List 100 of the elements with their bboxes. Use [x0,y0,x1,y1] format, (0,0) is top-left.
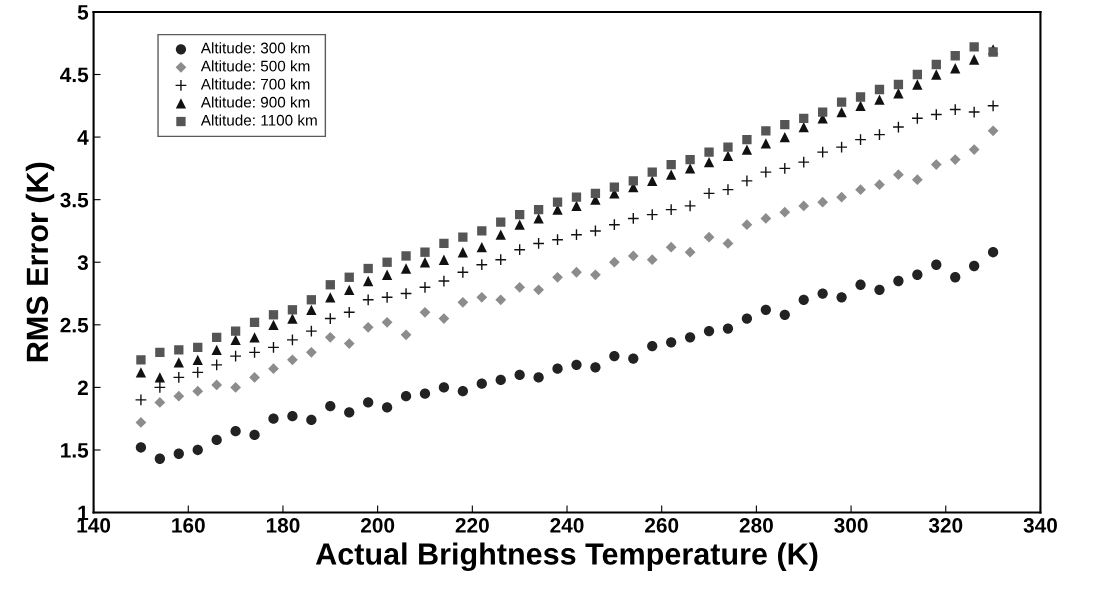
point [912,269,923,280]
point [306,414,317,426]
point [836,106,847,118]
point [324,312,337,325]
point [646,208,659,221]
point [647,175,658,187]
y-tick-label: 4 [77,130,89,145]
point [173,357,184,368]
y-axis-title: RMS Error (K) [25,162,55,362]
point [456,266,469,279]
point [854,133,867,146]
point [457,296,469,308]
point [344,407,355,418]
point [136,355,146,365]
point [154,453,166,464]
point [475,258,488,271]
point [306,295,317,305]
point [514,281,526,293]
legend-label: Altitude: 500 km [200,60,310,72]
point [173,448,184,459]
legend-label: Altitude: 300 km [200,42,310,54]
point [325,280,335,290]
point [666,169,677,180]
point [874,284,885,295]
point [439,238,449,249]
point [476,378,487,389]
point [836,292,847,303]
point [437,274,450,288]
point [590,269,601,281]
y-tick-label: 2.5 [60,317,89,333]
point [835,141,848,154]
point [684,199,697,212]
point [457,386,469,397]
point [987,125,999,137]
point [458,232,468,242]
point [722,150,734,161]
point [248,346,261,359]
point [703,231,715,243]
point [135,442,147,453]
point [192,444,203,456]
point [438,382,450,393]
point [740,174,753,187]
point [589,224,602,238]
point [249,332,260,343]
point [647,167,657,177]
point [855,184,866,196]
point [306,304,317,315]
point [514,369,525,381]
point [419,306,431,318]
point [722,323,734,334]
point [779,309,790,320]
point [969,260,980,272]
point [229,350,242,363]
point [666,337,677,348]
point [400,263,412,274]
point [267,341,280,354]
point [949,103,962,116]
point [911,174,923,186]
point [571,200,582,212]
point [249,429,260,441]
point [931,59,941,70]
point [457,247,469,258]
point [570,228,583,241]
x-axis-title: Actual Brightness Temperature (K) [315,542,818,572]
point [249,372,260,383]
x-tick-label: 320 [928,517,963,533]
point [268,413,279,424]
point [911,112,924,125]
point [211,434,222,446]
point [969,42,979,52]
point [154,397,166,408]
point [855,100,866,111]
point [779,131,790,143]
point [420,247,430,257]
point [552,363,563,374]
point [761,126,771,136]
point [305,346,317,358]
point [154,372,166,383]
point [798,200,810,212]
point [514,219,525,230]
point [590,362,601,373]
point [608,218,621,231]
point [893,79,904,90]
point [552,271,563,283]
point [362,321,374,333]
point [515,210,525,220]
point [230,426,241,437]
x-tick-label: 220 [455,517,489,533]
point [608,256,620,268]
x-tick-label: 300 [834,517,868,533]
point [268,319,279,330]
point [135,367,147,378]
point [817,288,828,299]
point [192,385,204,397]
point [551,233,564,246]
point [494,253,507,266]
point [230,382,241,393]
point [628,353,639,364]
point [287,305,298,315]
x-tick-label: 160 [172,517,205,533]
